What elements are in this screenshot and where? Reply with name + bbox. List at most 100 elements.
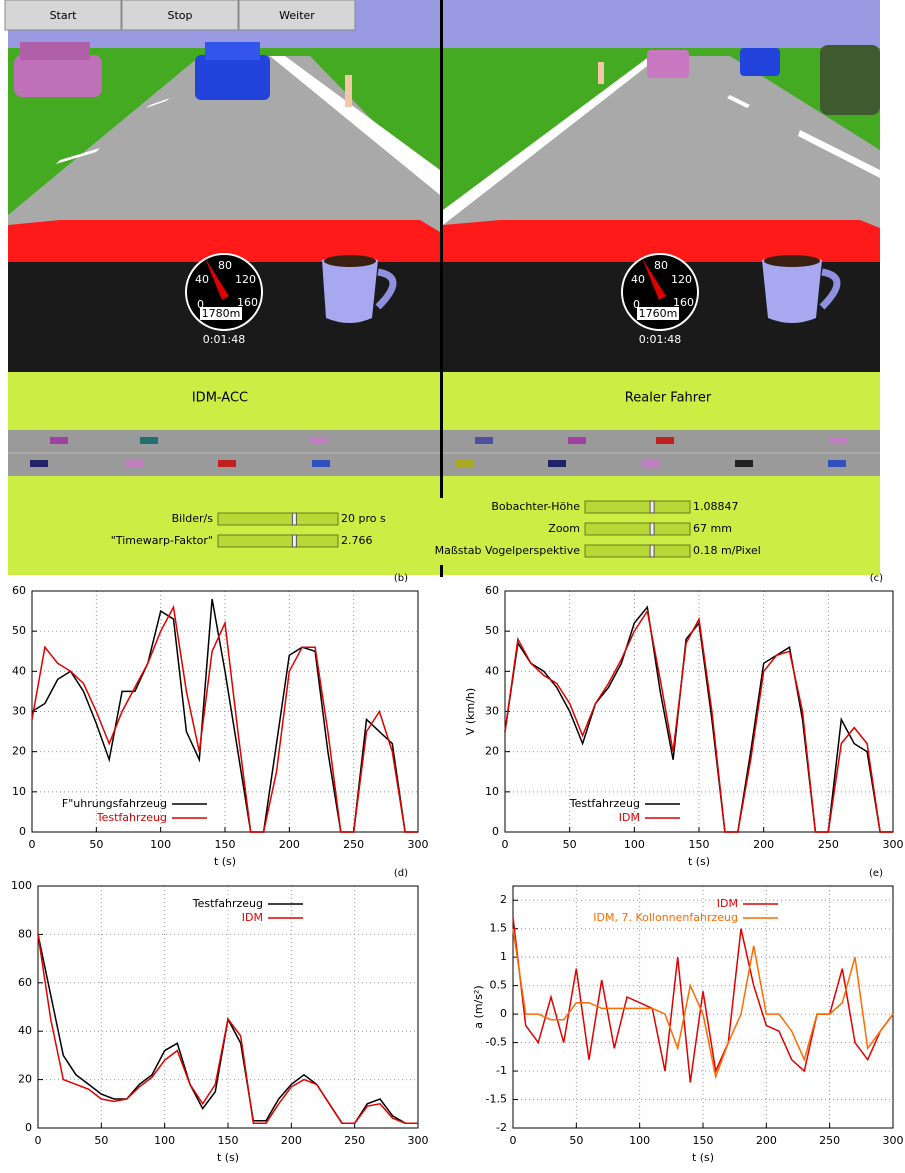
speedo-tick: 120 bbox=[671, 273, 692, 286]
slider-thumb bbox=[649, 500, 655, 514]
y-tick-label: 40 bbox=[18, 1024, 32, 1037]
y-tick-label: 60 bbox=[12, 584, 26, 597]
x-tick-label: 50 bbox=[569, 1134, 583, 1147]
button[interactable]: Start bbox=[50, 9, 78, 22]
control-value: 1.08847 bbox=[693, 500, 739, 513]
odometer: 1760m bbox=[639, 307, 678, 320]
speedo-tick: 0 bbox=[633, 298, 640, 311]
y-tick-label: 40 bbox=[485, 664, 499, 677]
slider-thumb bbox=[291, 512, 297, 526]
speedo-tick: 0 bbox=[197, 298, 204, 311]
control-label: "Timewarp-Faktor" bbox=[111, 534, 213, 547]
data-line bbox=[31, 604, 418, 833]
control-value: 67 mm bbox=[693, 522, 732, 535]
x-tick-label: 200 bbox=[281, 1134, 302, 1147]
x-tick-label: 100 bbox=[624, 838, 645, 851]
slider-thumb bbox=[649, 544, 655, 558]
y-tick-label: 0 bbox=[492, 825, 499, 838]
speedo-tick: 120 bbox=[235, 273, 256, 286]
panel-label: (d) bbox=[394, 868, 408, 879]
x-tick-label: 50 bbox=[563, 838, 577, 851]
y-tick-label: 1.5 bbox=[490, 922, 508, 935]
x-tick-label: 250 bbox=[818, 838, 839, 851]
x-axis-label: t (s) bbox=[688, 855, 710, 868]
x-tick-label: 300 bbox=[408, 838, 429, 851]
speedo-tick: 160 bbox=[673, 296, 694, 309]
legend-label: IDM bbox=[619, 811, 640, 824]
y-tick-label: 10 bbox=[12, 785, 26, 798]
slider[interactable] bbox=[217, 512, 339, 526]
x-tick-label: 150 bbox=[218, 1134, 239, 1147]
y-tick-label: 0 bbox=[25, 1121, 32, 1134]
odometer: 1780m bbox=[202, 307, 241, 320]
y-tick-label: 0.5 bbox=[490, 979, 508, 992]
plot-frame bbox=[504, 590, 894, 833]
y-tick-label: 60 bbox=[485, 584, 499, 597]
x-tick-label: 250 bbox=[343, 838, 364, 851]
control-value: 2.766 bbox=[341, 534, 373, 547]
plot-frame bbox=[37, 885, 419, 1129]
y-tick-label: 0 bbox=[19, 825, 26, 838]
y-tick-label: 50 bbox=[12, 624, 26, 637]
control-label: Zoom bbox=[548, 522, 580, 535]
button[interactable]: Stop bbox=[167, 9, 192, 22]
legend-label: Testfahrzeug bbox=[192, 897, 263, 910]
x-tick-label: 250 bbox=[819, 1134, 840, 1147]
panel-label: (b) bbox=[394, 573, 408, 584]
y-tick-label: -0.5 bbox=[486, 1036, 507, 1049]
clock: 0:01:48 bbox=[639, 333, 681, 346]
speedo-tick: 40 bbox=[195, 273, 209, 286]
x-tick-label: 0 bbox=[35, 1134, 42, 1147]
x-tick-label: 50 bbox=[94, 1134, 108, 1147]
x-axis-label: t (s) bbox=[692, 1151, 714, 1164]
data-line bbox=[504, 609, 893, 833]
slider[interactable] bbox=[584, 500, 691, 514]
y-tick-label: 40 bbox=[12, 664, 26, 677]
speedo-tick: 80 bbox=[218, 259, 232, 272]
x-tick-label: 0 bbox=[502, 838, 509, 851]
simulator: Start Stop Weiter 0 40 80 120 160 0:01:4… bbox=[4, 0, 880, 577]
legend-label: Testfahrzeug bbox=[569, 797, 640, 810]
x-axis-label: t (s) bbox=[214, 855, 236, 868]
y-axis-label: V (km/h) bbox=[464, 688, 477, 735]
legend-label: IDM, 7. Kollonnenfahrzeug bbox=[593, 911, 738, 924]
y-tick-label: 50 bbox=[485, 624, 499, 637]
slider-thumb bbox=[649, 522, 655, 536]
speedo-tick: 80 bbox=[654, 259, 668, 272]
legend-label: Testfahrzeug bbox=[96, 811, 167, 824]
control-value: 20 pro s bbox=[341, 512, 386, 525]
x-tick-label: 300 bbox=[883, 838, 904, 851]
legend-label: IDM bbox=[242, 911, 263, 924]
x-tick-label: 250 bbox=[344, 1134, 365, 1147]
x-tick-label: 200 bbox=[756, 1134, 777, 1147]
control-value: 0.18 m/Pixel bbox=[693, 544, 761, 557]
y-tick-label: 100 bbox=[11, 879, 32, 892]
data-line bbox=[512, 928, 894, 1080]
slider[interactable] bbox=[217, 534, 339, 548]
plot-frame bbox=[512, 885, 894, 1129]
control-label: Maßstab Vogelperspektive bbox=[435, 544, 581, 557]
x-tick-label: 200 bbox=[279, 838, 300, 851]
x-tick-label: 100 bbox=[629, 1134, 650, 1147]
x-tick-label: 150 bbox=[689, 838, 710, 851]
panel-label: (e) bbox=[869, 868, 883, 879]
y-tick-label: 20 bbox=[18, 1073, 32, 1086]
slider[interactable] bbox=[584, 522, 691, 536]
x-tick-label: 200 bbox=[753, 838, 774, 851]
y-tick-label: 2 bbox=[500, 893, 507, 906]
y-tick-label: -1 bbox=[496, 1064, 507, 1077]
legend-label: IDM bbox=[717, 897, 738, 910]
y-tick-label: 30 bbox=[485, 705, 499, 718]
y-tick-label: -1.5 bbox=[486, 1093, 507, 1106]
x-tick-label: 50 bbox=[89, 838, 103, 851]
button[interactable]: Weiter bbox=[279, 9, 315, 22]
y-tick-label: -2 bbox=[496, 1121, 507, 1134]
view-label: IDM-ACC bbox=[192, 391, 248, 406]
view-label: Realer Fahrer bbox=[625, 391, 712, 406]
y-tick-label: 20 bbox=[485, 745, 499, 758]
slider[interactable] bbox=[584, 544, 691, 558]
x-tick-label: 150 bbox=[693, 1134, 714, 1147]
control-label: Bobachter-Höhe bbox=[491, 500, 580, 513]
data-line bbox=[37, 934, 418, 1124]
